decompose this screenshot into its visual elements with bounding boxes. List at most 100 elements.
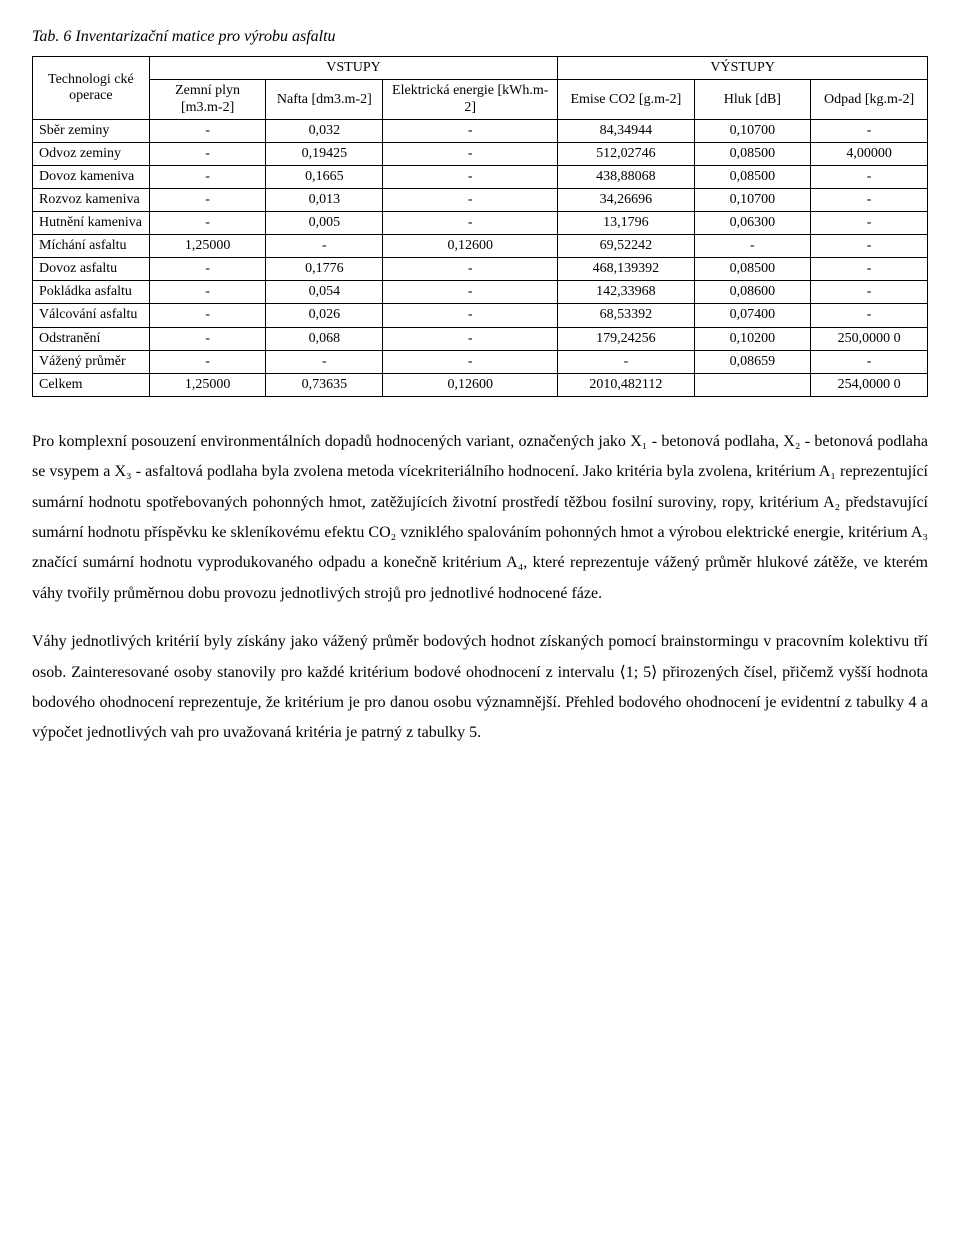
- table-cell: 0,10700: [694, 188, 811, 211]
- table-cell: 0,013: [266, 188, 383, 211]
- group-header-inputs: VSTUPY: [149, 57, 558, 80]
- table-row: Sběr zeminy-0,032-84,349440,10700-: [33, 119, 928, 142]
- table-row: Míchání asfaltu1,25000-0,1260069,52242--: [33, 235, 928, 258]
- table-row: Dovoz kameniva-0,1665-438,880680,08500-: [33, 165, 928, 188]
- table-row: Válcování asfaltu-0,026-68,533920,07400-: [33, 304, 928, 327]
- table-cell: -: [149, 165, 266, 188]
- table-caption: Tab. 6 Inventarizační matice pro výrobu …: [32, 28, 928, 46]
- table-cell: 254,0000 0: [811, 373, 928, 396]
- table-cell: -: [149, 188, 266, 211]
- table-cell: 0,10700: [694, 119, 811, 142]
- table-cell: -: [383, 258, 558, 281]
- table-cell: 0,06300: [694, 212, 811, 235]
- table-cell: -: [149, 350, 266, 373]
- table-cell: 0,12600: [383, 235, 558, 258]
- table-row: Vážený průměr----0,08659-: [33, 350, 928, 373]
- table-cell: 0,10200: [694, 327, 811, 350]
- table-cell: 2010,482112: [558, 373, 694, 396]
- table-cell: -: [149, 304, 266, 327]
- row-label: Rozvoz kameniva: [33, 188, 150, 211]
- table-cell: 1,25000: [149, 373, 266, 396]
- rowheader-label: Technologi cké operace: [33, 57, 150, 119]
- table-cell: -: [266, 235, 383, 258]
- table-cell: 0,19425: [266, 142, 383, 165]
- table-cell: -: [811, 212, 928, 235]
- table-cell: 1,25000: [149, 235, 266, 258]
- column-header: Emise CO2 [g.m-2]: [558, 80, 694, 119]
- table-cell: -: [149, 142, 266, 165]
- table-row: Odvoz zeminy-0,19425-512,027460,085004,0…: [33, 142, 928, 165]
- row-label: Odstranění: [33, 327, 150, 350]
- table-cell: -: [811, 119, 928, 142]
- row-label: Válcování asfaltu: [33, 304, 150, 327]
- table-cell: -: [149, 327, 266, 350]
- row-label: Pokládka asfaltu: [33, 281, 150, 304]
- table-cell: 0,1665: [266, 165, 383, 188]
- table-cell: -: [383, 327, 558, 350]
- table-cell: -: [383, 304, 558, 327]
- table-cell: -: [811, 165, 928, 188]
- table-cell: 142,33968: [558, 281, 694, 304]
- table-row: Odstranění-0,068-179,242560,10200250,000…: [33, 327, 928, 350]
- table-cell: -: [694, 235, 811, 258]
- inventory-table: Technologi cké operace VSTUPY VÝSTUPY Ze…: [32, 56, 928, 396]
- table-cell: 34,26696: [558, 188, 694, 211]
- row-label: Dovoz kameniva: [33, 165, 150, 188]
- table-cell: -: [811, 304, 928, 327]
- table-cell: 468,139392: [558, 258, 694, 281]
- table-cell: -: [558, 350, 694, 373]
- table-cell: 0,07400: [694, 304, 811, 327]
- table-cell: 0,73635: [266, 373, 383, 396]
- table-cell: -: [811, 350, 928, 373]
- table-cell: 0,032: [266, 119, 383, 142]
- table-cell: -: [149, 258, 266, 281]
- column-header: Zemní plyn [m3.m-2]: [149, 80, 266, 119]
- row-label: Dovoz asfaltu: [33, 258, 150, 281]
- table-cell: 68,53392: [558, 304, 694, 327]
- table-row: Pokládka asfaltu-0,054-142,339680,08600-: [33, 281, 928, 304]
- row-label: Sběr zeminy: [33, 119, 150, 142]
- table-cell: 179,24256: [558, 327, 694, 350]
- table-header-group-row: Technologi cké operace VSTUPY VÝSTUPY: [33, 57, 928, 80]
- group-header-outputs: VÝSTUPY: [558, 57, 928, 80]
- table-row: Celkem1,250000,736350,126002010,48211225…: [33, 373, 928, 396]
- table-header-columns-row: Zemní plyn [m3.m-2]Nafta [dm3.m-2]Elektr…: [33, 80, 928, 119]
- table-cell: -: [383, 212, 558, 235]
- table-cell: -: [149, 119, 266, 142]
- paragraph-2: Váhy jednotlivých kritérií byly získány …: [32, 627, 928, 749]
- table-cell: 0,08659: [694, 350, 811, 373]
- table-cell: -: [383, 119, 558, 142]
- table-cell: 13,1796: [558, 212, 694, 235]
- row-label: Míchání asfaltu: [33, 235, 150, 258]
- column-header: Hluk [dB]: [694, 80, 811, 119]
- table-cell: -: [266, 350, 383, 373]
- row-label: Odvoz zeminy: [33, 142, 150, 165]
- table-cell: 84,34944: [558, 119, 694, 142]
- table-cell: 0,1776: [266, 258, 383, 281]
- table-row: Rozvoz kameniva-0,013-34,266960,10700-: [33, 188, 928, 211]
- table-cell: 69,52242: [558, 235, 694, 258]
- table-cell: -: [149, 212, 266, 235]
- table-cell: 0,08500: [694, 258, 811, 281]
- table-cell: [694, 373, 811, 396]
- row-label: Celkem: [33, 373, 150, 396]
- column-header: Elektrická energie [kWh.m-2]: [383, 80, 558, 119]
- table-cell: -: [811, 258, 928, 281]
- table-cell: -: [811, 235, 928, 258]
- table-cell: -: [383, 165, 558, 188]
- table-cell: 0,054: [266, 281, 383, 304]
- column-header: Odpad [kg.m-2]: [811, 80, 928, 119]
- table-row: Dovoz asfaltu-0,1776-468,1393920,08500-: [33, 258, 928, 281]
- table-cell: 0,068: [266, 327, 383, 350]
- table-cell: 4,00000: [811, 142, 928, 165]
- table-cell: -: [811, 188, 928, 211]
- paragraph-1: Pro komplexní posouzení environmentálníc…: [32, 427, 928, 609]
- table-cell: -: [383, 350, 558, 373]
- table-cell: 0,026: [266, 304, 383, 327]
- table-cell: 438,88068: [558, 165, 694, 188]
- row-label: Vážený průměr: [33, 350, 150, 373]
- table-cell: -: [383, 142, 558, 165]
- table-cell: 0,08500: [694, 142, 811, 165]
- table-cell: 512,02746: [558, 142, 694, 165]
- column-header: Nafta [dm3.m-2]: [266, 80, 383, 119]
